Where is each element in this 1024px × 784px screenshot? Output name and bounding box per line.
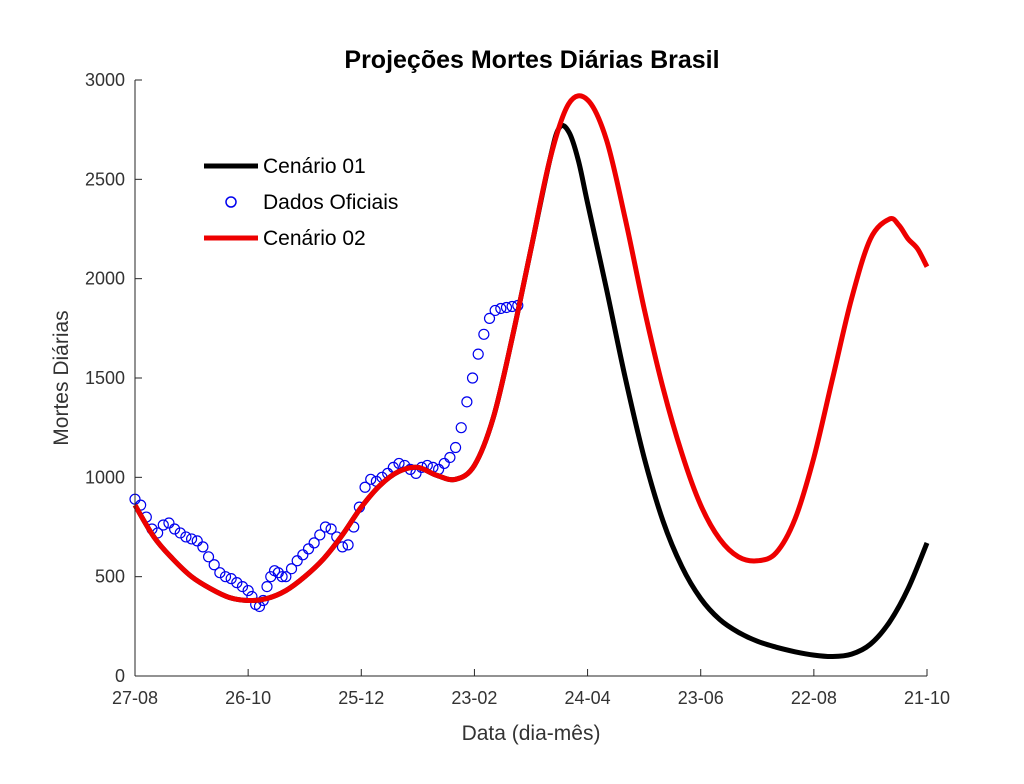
data-point xyxy=(308,537,320,549)
data-point xyxy=(236,580,249,593)
y-tick-label: 500 xyxy=(95,567,125,587)
plot-background xyxy=(135,80,927,676)
y-tick-label: 2000 xyxy=(85,269,125,289)
data-point xyxy=(157,519,169,531)
data-point xyxy=(319,521,332,533)
legend-label-cenario-02: Cenário 02 xyxy=(263,227,366,250)
y-tick-label: 1500 xyxy=(85,368,125,388)
data-point xyxy=(280,571,292,583)
data-point xyxy=(276,571,288,583)
data-point xyxy=(285,563,298,575)
y-tick-label: 1000 xyxy=(85,467,125,487)
data-point xyxy=(365,473,377,485)
data-point xyxy=(302,543,315,555)
data-point xyxy=(174,527,186,539)
data-point xyxy=(185,533,198,545)
data-point xyxy=(180,531,192,543)
data-point xyxy=(214,567,226,579)
x-tick-label: 26-10 xyxy=(225,688,271,708)
y-tick-label: 0 xyxy=(115,666,125,686)
data-point xyxy=(197,541,209,553)
data-point xyxy=(219,571,232,583)
data-point xyxy=(449,441,462,454)
legend: Cenário 01 Dados Oficiais Cenário 02 xyxy=(204,155,398,250)
data-point xyxy=(242,584,254,597)
legend-label-cenario-01: Cenário 01 xyxy=(263,155,366,178)
data-point xyxy=(297,549,309,561)
data-point xyxy=(461,396,473,408)
data-point xyxy=(455,422,467,434)
x-tick-label: 27-08 xyxy=(112,688,158,708)
data-point xyxy=(472,348,484,360)
data-point xyxy=(489,304,501,317)
legend-swatch-dados-oficiais xyxy=(225,196,237,208)
data-point xyxy=(336,541,349,553)
data-point xyxy=(342,539,354,551)
legend-label-dados-oficiais: Dados Oficiais xyxy=(263,191,398,214)
series-line-cenario-02 xyxy=(132,93,930,604)
data-point xyxy=(261,580,273,593)
data-point xyxy=(202,551,215,563)
x-tick-label: 22-08 xyxy=(791,688,837,708)
data-point xyxy=(393,457,405,470)
data-point xyxy=(438,457,450,470)
x-tick-label: 21-10 xyxy=(904,688,950,708)
data-point xyxy=(169,523,181,535)
data-point xyxy=(483,312,496,324)
data-point xyxy=(225,573,237,585)
data-point xyxy=(191,535,203,547)
data-point xyxy=(208,559,220,571)
data-point xyxy=(163,517,175,529)
data-point xyxy=(500,301,513,314)
x-tick-label: 23-06 xyxy=(678,688,724,708)
y-tick-label: 2500 xyxy=(85,169,125,189)
data-point xyxy=(231,577,243,589)
x-axis-label: Data (dia-mês) xyxy=(462,722,601,745)
data-point xyxy=(359,481,371,493)
ticks-layer: 27-08 26-10 25-12 23-02 24-04 23-06 22-08 21-10… xyxy=(85,70,950,708)
x-tick-label: 24-04 xyxy=(565,688,611,708)
data-point xyxy=(325,523,337,535)
data-layer xyxy=(129,93,930,660)
data-point xyxy=(495,302,507,315)
x-tick-label: 23-02 xyxy=(451,688,497,708)
data-point xyxy=(291,555,303,567)
x-tick-label: 25-12 xyxy=(338,688,384,708)
data-point xyxy=(478,328,490,340)
data-point xyxy=(444,451,456,464)
data-point xyxy=(466,372,479,384)
y-axis-label: Mortes Diárias xyxy=(50,310,73,445)
data-point xyxy=(314,529,326,541)
y-tick-label: 3000 xyxy=(85,70,125,90)
chart-title: Projeções Mortes Diárias Brasil xyxy=(344,46,719,74)
